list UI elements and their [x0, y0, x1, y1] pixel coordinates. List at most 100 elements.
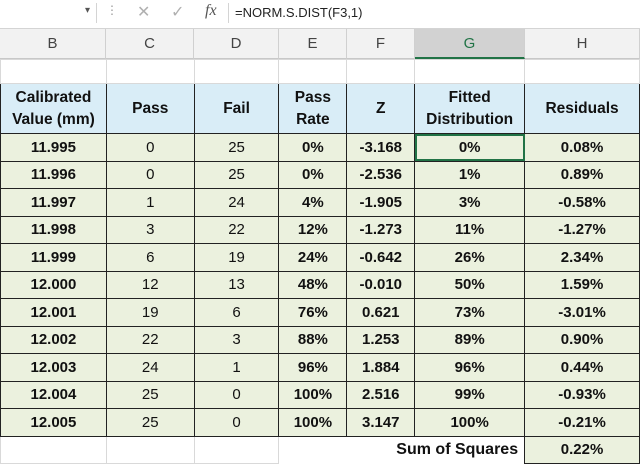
cell-calibrated-value[interactable]: 11.998 [0, 215, 107, 244]
cell-fitted-distribution[interactable]: 100% [414, 408, 526, 437]
sum-of-squares-label[interactable]: Sum of Squares [396, 440, 519, 458]
cell-fitted-distribution[interactable]: 96% [414, 353, 526, 382]
cell-z[interactable]: -2.536 [346, 160, 416, 189]
cell-fitted-distribution[interactable]: 73% [414, 298, 526, 327]
cell-fail[interactable]: 6 [193, 298, 280, 327]
cell-pass[interactable]: 0 [105, 133, 195, 162]
cell-residuals[interactable]: -3.01% [524, 298, 640, 327]
cell-z[interactable]: -0.642 [346, 243, 416, 272]
cell-pass-rate[interactable]: 88% [278, 325, 348, 354]
cell[interactable] [193, 435, 280, 464]
cell[interactable] [278, 59, 348, 84]
cell-pass[interactable]: 24 [105, 353, 195, 382]
cancel-formula-icon[interactable]: ✕ [137, 4, 151, 21]
column-header-h[interactable]: H [525, 29, 640, 59]
cell-pass-rate[interactable]: 96% [278, 353, 348, 382]
cell-pass[interactable]: 1 [105, 188, 195, 217]
cell-fail[interactable]: 1 [193, 353, 280, 382]
cell-residuals[interactable]: -0.58% [524, 188, 640, 217]
cell-pass-rate[interactable]: 24% [278, 243, 348, 272]
cell-z[interactable]: 3.147 [346, 408, 416, 437]
formula-bar-grip-icon[interactable]: ⋮ [106, 3, 118, 17]
cell-fitted-distribution[interactable]: 11% [414, 215, 526, 244]
cell-calibrated-value[interactable]: 12.005 [0, 408, 107, 437]
cell-pass[interactable]: 3 [105, 215, 195, 244]
cell-pass-rate[interactable]: 12% [278, 215, 348, 244]
cell-pass-rate[interactable]: 0% [278, 133, 348, 162]
cell-z[interactable]: -3.168 [346, 133, 416, 162]
cell-z[interactable]: 1.253 [346, 325, 416, 354]
cell-fail[interactable]: 3 [193, 325, 280, 354]
cell-fail[interactable]: 22 [193, 215, 280, 244]
cell-fail[interactable]: 13 [193, 270, 280, 299]
cell-pass-rate[interactable]: 100% [278, 408, 348, 437]
cell-residuals[interactable]: -0.21% [524, 408, 640, 437]
cell-residuals[interactable]: -1.27% [524, 215, 640, 244]
cell-z[interactable]: 1.884 [346, 353, 416, 382]
cell[interactable] [0, 59, 107, 84]
column-header-c[interactable]: C [106, 29, 194, 59]
header-residuals[interactable]: Residuals [524, 83, 640, 134]
cell[interactable] [346, 59, 416, 84]
insert-function-icon[interactable]: fx [205, 2, 217, 19]
cell-calibrated-value[interactable]: 11.995 [0, 133, 107, 162]
cell-residuals[interactable]: -0.93% [524, 380, 640, 409]
cell-pass-rate[interactable]: 48% [278, 270, 348, 299]
cell-fitted-distribution[interactable]: 1% [414, 160, 526, 189]
cell-pass[interactable]: 22 [105, 325, 195, 354]
cell-z[interactable]: 2.516 [346, 380, 416, 409]
cell-pass-rate[interactable]: 4% [278, 188, 348, 217]
sum-of-squares-value[interactable]: 0.22% [524, 435, 640, 464]
cell-fail[interactable]: 24 [193, 188, 280, 217]
header-pass-rate[interactable]: Pass Rate [278, 83, 348, 134]
cell-calibrated-value[interactable]: 12.004 [0, 380, 107, 409]
column-header-g[interactable]: G [415, 29, 525, 59]
cell-z[interactable]: -0.010 [346, 270, 416, 299]
header-pass[interactable]: Pass [105, 83, 195, 134]
cell-calibrated-value[interactable]: 11.999 [0, 243, 107, 272]
cell-residuals[interactable]: 0.08% [524, 133, 640, 162]
cell[interactable] [0, 435, 107, 464]
cell-residuals[interactable]: 2.34% [524, 243, 640, 272]
cell-fitted-distribution[interactable]: 89% [414, 325, 526, 354]
cell-fitted-distribution[interactable]: 3% [414, 188, 526, 217]
cell-pass[interactable]: 25 [105, 408, 195, 437]
cell-pass[interactable]: 6 [105, 243, 195, 272]
cell-fitted-distribution-active[interactable]: 0% [414, 133, 526, 162]
cell-calibrated-value[interactable]: 11.997 [0, 188, 107, 217]
cell-pass[interactable]: 12 [105, 270, 195, 299]
cell-calibrated-value[interactable]: 12.001 [0, 298, 107, 327]
cell-z[interactable]: 0.621 [346, 298, 416, 327]
cell-residuals[interactable]: 0.89% [524, 160, 640, 189]
cell-calibrated-value[interactable]: 12.002 [0, 325, 107, 354]
cell-z[interactable]: -1.905 [346, 188, 416, 217]
cell-residuals[interactable]: 1.59% [524, 270, 640, 299]
cell-pass-rate[interactable]: 100% [278, 380, 348, 409]
cell-z[interactable]: -1.273 [346, 215, 416, 244]
cell-calibrated-value[interactable]: 12.003 [0, 353, 107, 382]
cell[interactable] [414, 59, 526, 84]
cell-fail[interactable]: 25 [193, 160, 280, 189]
cell[interactable] [105, 59, 195, 84]
cell-pass-rate[interactable]: 0% [278, 160, 348, 189]
cell-pass[interactable]: 0 [105, 160, 195, 189]
cell-fitted-distribution[interactable]: 99% [414, 380, 526, 409]
cell-fitted-distribution[interactable]: 50% [414, 270, 526, 299]
cell-calibrated-value[interactable]: 11.996 [0, 160, 107, 189]
header-z[interactable]: Z [346, 83, 416, 134]
column-header-b[interactable]: B [0, 29, 106, 59]
formula-input[interactable]: =NORM.S.DIST(F3,1) [235, 5, 363, 20]
column-header-e[interactable]: E [279, 29, 347, 59]
cell[interactable] [193, 59, 280, 84]
header-fail[interactable]: Fail [193, 83, 280, 134]
name-box-dropdown-icon[interactable]: ▾ [84, 5, 90, 16]
column-header-f[interactable]: F [347, 29, 415, 59]
cell-fail[interactable]: 19 [193, 243, 280, 272]
cell-fail[interactable]: 25 [193, 133, 280, 162]
name-box[interactable]: ▾ [0, 3, 97, 23]
cell[interactable] [524, 59, 640, 84]
header-fitted-distribution[interactable]: Fitted Distribution [414, 83, 526, 134]
cell-residuals[interactable]: 0.90% [524, 325, 640, 354]
cell-residuals[interactable]: 0.44% [524, 353, 640, 382]
header-calibrated-value[interactable]: Calibrated Value (mm) [0, 83, 107, 134]
